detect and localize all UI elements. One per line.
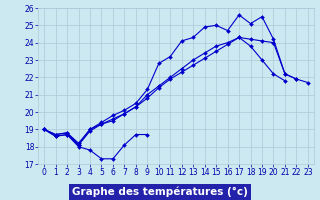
Text: Graphe des températures (°c): Graphe des températures (°c) (72, 187, 248, 197)
